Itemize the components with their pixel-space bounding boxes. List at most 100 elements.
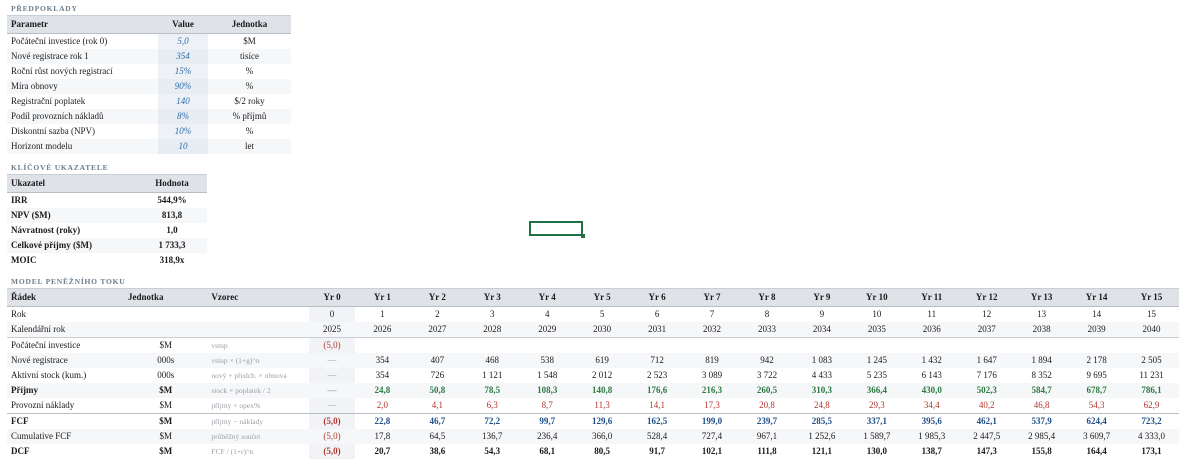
model-value-cell[interactable]: 3: [490, 309, 495, 319]
model-value-cell[interactable]: 2026: [354, 322, 410, 338]
model-value-cell[interactable]: 24,8: [354, 383, 410, 398]
model-value-cell[interactable]: 2025: [309, 322, 355, 338]
model-value-cell[interactable]: 2028: [464, 322, 520, 338]
model-value-cell[interactable]: [959, 338, 1014, 354]
model-value-cell[interactable]: 129,6: [574, 413, 630, 429]
model-value-cell[interactable]: 20,8: [759, 400, 775, 410]
model-value-cell[interactable]: (5,0): [309, 429, 355, 444]
model-value-cell[interactable]: 147,3: [976, 446, 997, 456]
model-value-cell[interactable]: 78,5: [464, 383, 520, 398]
model-value-cell[interactable]: 2 178: [1069, 353, 1125, 368]
model-value-cell[interactable]: 1 589,7: [849, 429, 905, 444]
model-value-cell[interactable]: [630, 338, 685, 354]
model-value-cell[interactable]: 337,1: [849, 413, 905, 429]
model-value-cell[interactable]: 7: [709, 309, 715, 319]
model-value-cell[interactable]: —: [309, 368, 355, 383]
model-value-cell[interactable]: 173,1: [1141, 446, 1162, 456]
assumption-value-cell[interactable]: 8%: [158, 109, 208, 124]
model-value-cell[interactable]: 1 647: [959, 353, 1015, 368]
model-value-cell[interactable]: 2031: [629, 322, 685, 338]
model-value-cell[interactable]: 38,6: [429, 446, 446, 456]
model-value-cell[interactable]: [685, 338, 740, 354]
model-value-cell[interactable]: 102,1: [701, 446, 723, 456]
assumption-value-cell[interactable]: 10: [158, 139, 208, 154]
model-value-cell[interactable]: 72,2: [464, 413, 520, 429]
model-value-cell[interactable]: 0: [309, 306, 355, 322]
model-value-cell[interactable]: 8,7: [541, 400, 553, 410]
model-value-cell[interactable]: 136,7: [464, 429, 520, 444]
model-value-cell[interactable]: 54,3: [484, 446, 501, 456]
model-value-cell[interactable]: (5,0): [309, 337, 355, 353]
model-value-cell[interactable]: 723,2: [1124, 413, 1179, 429]
model-value-cell[interactable]: 819: [684, 353, 740, 368]
model-value-cell[interactable]: 80,5: [594, 446, 611, 456]
fill-handle[interactable]: [581, 234, 585, 238]
model-value-cell[interactable]: 99,7: [519, 413, 575, 429]
assumption-value-cell[interactable]: 15%: [158, 64, 208, 79]
model-value-cell[interactable]: 430,0: [904, 383, 960, 398]
model-value-cell[interactable]: 10: [872, 309, 882, 319]
model-value-cell[interactable]: 712: [629, 353, 685, 368]
assumption-value-cell[interactable]: 354: [158, 49, 208, 64]
model-value-cell[interactable]: 4 433: [811, 370, 833, 380]
model-value-cell[interactable]: 8: [764, 309, 770, 319]
model-value-cell[interactable]: —: [309, 383, 355, 398]
model-value-cell[interactable]: 2027: [409, 322, 465, 338]
model-value-cell[interactable]: 9: [819, 309, 825, 319]
model-value-cell[interactable]: 140,8: [574, 383, 630, 398]
model-value-cell[interactable]: 2 985,4: [1014, 429, 1070, 444]
model-value-cell[interactable]: 2029: [519, 322, 575, 338]
model-value-cell[interactable]: 46,7: [409, 413, 465, 429]
model-value-cell[interactable]: 11 231: [1139, 370, 1164, 380]
model-value-cell[interactable]: 2036: [904, 322, 960, 338]
model-value-cell[interactable]: 216,3: [684, 383, 740, 398]
model-value-cell[interactable]: 285,5: [794, 413, 850, 429]
model-value-cell[interactable]: 366,4: [849, 383, 905, 398]
model-value-cell[interactable]: 2032: [684, 322, 740, 338]
model-value-cell[interactable]: [1014, 338, 1069, 354]
model-value-cell[interactable]: [1069, 338, 1124, 354]
model-value-cell[interactable]: 537,9: [1014, 413, 1070, 429]
model-value-cell[interactable]: 14: [1092, 309, 1102, 319]
model-value-cell[interactable]: 528,4: [629, 429, 685, 444]
model-value-cell[interactable]: 2 447,5: [959, 429, 1015, 444]
model-value-cell[interactable]: 2 505: [1124, 353, 1179, 368]
model-value-cell[interactable]: 62,9: [1143, 400, 1160, 410]
model-value-cell[interactable]: 111,8: [757, 446, 777, 456]
model-value-cell[interactable]: 164,4: [1086, 446, 1107, 456]
model-value-cell[interactable]: 199,0: [684, 413, 740, 429]
model-value-cell[interactable]: [410, 338, 465, 354]
assumption-value-cell[interactable]: 90%: [158, 79, 208, 94]
model-value-cell[interactable]: 8 352: [1031, 370, 1052, 380]
model-value-cell[interactable]: 5 235: [866, 370, 887, 380]
model-value-cell[interactable]: 1 252,6: [794, 429, 850, 444]
model-value-cell[interactable]: [355, 338, 410, 354]
model-value-cell[interactable]: 3 609,7: [1069, 429, 1125, 444]
model-value-cell[interactable]: (5,0): [309, 413, 355, 429]
model-value-cell[interactable]: 366,0: [574, 429, 630, 444]
model-value-cell[interactable]: 162,5: [629, 413, 685, 429]
model-value-cell[interactable]: 1 083: [794, 353, 850, 368]
model-value-cell[interactable]: —: [309, 353, 355, 368]
model-value-cell[interactable]: [575, 338, 630, 354]
model-value-cell[interactable]: 584,7: [1014, 383, 1070, 398]
model-value-cell[interactable]: 727,4: [684, 429, 740, 444]
model-value-cell[interactable]: 726: [430, 370, 445, 380]
model-value-cell[interactable]: 15: [1147, 309, 1157, 319]
model-value-cell[interactable]: 6 143: [921, 370, 942, 380]
model-value-cell[interactable]: 24,8: [814, 400, 830, 410]
model-value-cell[interactable]: 462,1: [959, 413, 1015, 429]
model-value-cell[interactable]: 967,1: [739, 429, 795, 444]
model-value-cell[interactable]: 4 333,0: [1124, 429, 1179, 444]
model-value-cell[interactable]: 17,8: [354, 429, 410, 444]
model-value-cell[interactable]: 5: [599, 309, 605, 319]
model-value-cell[interactable]: 2038: [1014, 322, 1070, 338]
model-value-cell[interactable]: 2033: [739, 322, 795, 338]
model-value-cell[interactable]: 64,5: [409, 429, 465, 444]
model-value-cell[interactable]: 502,3: [959, 383, 1015, 398]
model-value-cell[interactable]: 2039: [1069, 322, 1125, 338]
model-value-cell[interactable]: 619: [574, 353, 630, 368]
model-value-cell[interactable]: 6: [654, 309, 660, 319]
model-value-cell[interactable]: [520, 338, 575, 354]
model-value-cell[interactable]: 260,5: [739, 383, 795, 398]
